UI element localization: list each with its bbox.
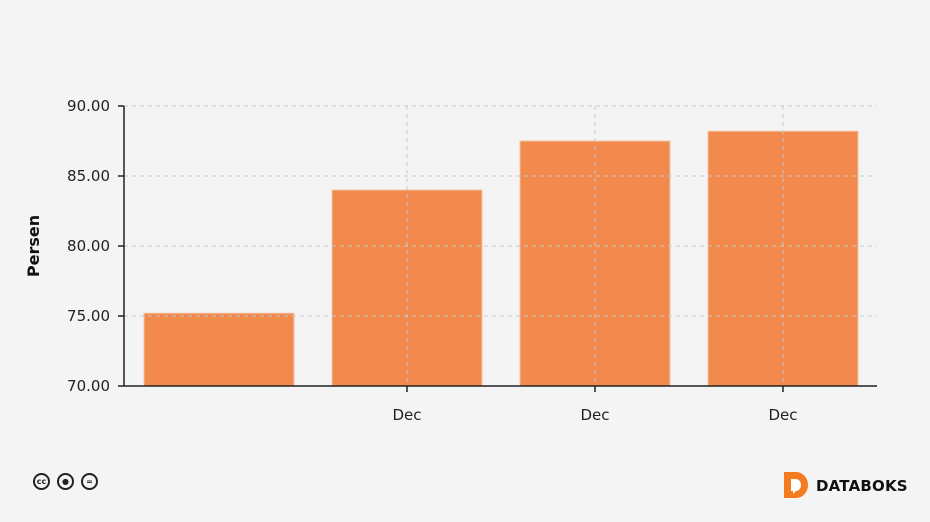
bar [143,312,295,387]
brand-name: DATABOKS [816,476,908,495]
y-tick-label: 90.00 [67,97,110,115]
y-tick-label: 70.00 [67,377,110,395]
by-icon: ● [57,473,74,490]
databoks-logo-icon [784,472,808,498]
y-axis-label: Persen [24,215,43,277]
cc-icon: cc [33,473,50,490]
x-tick-label: Dec [768,406,797,424]
x-tick-label: Dec [392,406,421,424]
license-icons: cc ● = [33,473,98,490]
y-tick-label: 75.00 [67,307,110,325]
y-tick-label: 80.00 [67,237,110,255]
bar [331,189,483,387]
nd-icon: = [81,473,98,490]
x-tick-label: Dec [580,406,609,424]
databoks-logo: DATABOKS [784,472,908,499]
y-tick-label: 85.00 [67,167,110,185]
